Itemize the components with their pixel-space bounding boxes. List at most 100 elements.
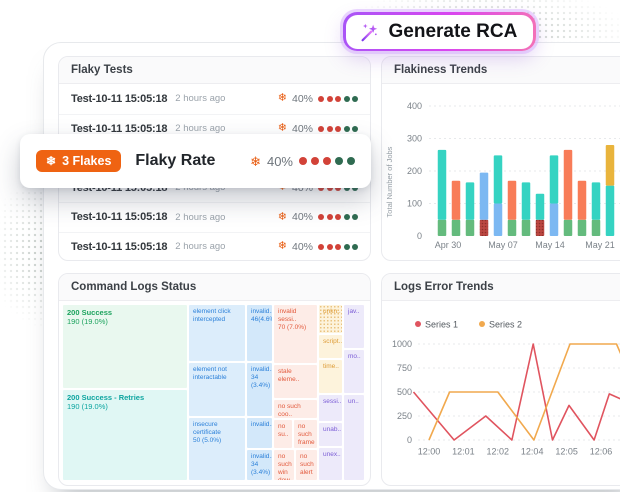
- treemap-cell-label: 34 (3.4%): [251, 374, 271, 390]
- treemap-cell[interactable]: invalid.. 34 (3.4%): [246, 362, 273, 417]
- treemap-cell[interactable]: unab..: [318, 422, 343, 447]
- test-flake-stats: ❄ 40%: [278, 123, 358, 135]
- flaky-test-row[interactable]: Test-10-11 15:05:18 2 hours ago ❄ 40%: [59, 231, 370, 261]
- treemap-cell-label: insecure: [193, 421, 218, 428]
- dashboard-card: Flaky Tests Test-10-11 15:05:18 2 hours a…: [43, 42, 620, 490]
- flaky-test-row[interactable]: Test-10-11 15:05:18 2 hours ago ❄ 40%: [59, 84, 370, 114]
- treemap-cell[interactable]: stale eleme..: [273, 364, 318, 399]
- y-tick: 750: [397, 363, 412, 373]
- treemap-cell[interactable]: insecure certificate 50 (5.0%): [188, 417, 246, 481]
- flake-dot: [343, 243, 350, 250]
- bar-segment-darkred: [535, 219, 545, 236]
- treemap-cell[interactable]: 200 Success - Retries 190 (19.0%): [62, 389, 188, 481]
- flaky-rate-title: Flaky Rate: [135, 152, 216, 169]
- treemap-cell[interactable]: no such win dow: [273, 449, 295, 481]
- treemap-cell-label: time..: [323, 363, 339, 370]
- flake-dot: [343, 125, 350, 132]
- flake-dot: [311, 157, 319, 165]
- treemap-cell[interactable]: element click intercepted: [188, 304, 246, 362]
- series-line: [428, 343, 620, 441]
- bar-segment-blue: [493, 203, 503, 236]
- y-tick: 1000: [392, 339, 412, 349]
- treemap-cell-label: invalid sessi..: [278, 308, 297, 324]
- treemap-cell[interactable]: 200 Success 190 (19.0%): [62, 304, 188, 389]
- x-tick: Apr 30: [435, 240, 462, 250]
- treemap-cell[interactable]: un..: [343, 394, 365, 481]
- snowflake-icon: ❄: [277, 210, 287, 223]
- flake-dot: [318, 243, 324, 250]
- treemap-cell[interactable]: invalid..: [246, 417, 273, 449]
- treemap-cell[interactable]: invalid.. 34 (3.4%): [246, 449, 273, 481]
- treemap-cell[interactable]: time..: [318, 359, 343, 394]
- bar-segment-yellow: [605, 145, 615, 186]
- wand-sparkles-icon: [360, 23, 377, 41]
- bars: [437, 145, 615, 236]
- treemap-cell-label: intercepted: [193, 316, 226, 324]
- treemap-cell-label: 190 (19.0%): [67, 317, 108, 327]
- test-name: Test-10-11 15:05:18: [71, 240, 168, 253]
- flake-dot: [343, 214, 350, 221]
- treemap-cell[interactable]: unex..: [318, 447, 343, 481]
- y-tick: 300: [407, 134, 422, 144]
- treemap-cell-label: su..: [278, 431, 289, 439]
- y-tick: 400: [407, 101, 422, 111]
- treemap-cell[interactable]: invalid..46(4.6%): [246, 304, 273, 362]
- flake-dot: [326, 95, 333, 102]
- treemap-cell-label: invalid..: [251, 308, 273, 315]
- generate-rca-button[interactable]: Generate RCA: [343, 12, 536, 51]
- flake-dot: [352, 95, 358, 102]
- bar-segment-green: [563, 219, 573, 236]
- command-logs-panel: Command Logs Status 200 Success 190 (19.0…: [58, 273, 371, 486]
- bar-segment-coral: [563, 149, 573, 220]
- flake-dot: [335, 243, 341, 250]
- y-tick: 200: [407, 166, 422, 176]
- treemap-cell[interactable]: element not interactable: [188, 362, 246, 417]
- treemap-cell-label: 200 Success: [67, 308, 113, 317]
- bar-segment-teal: [465, 182, 475, 220]
- snowflake-icon: ❄: [277, 92, 287, 105]
- x-tick: 12:01: [452, 447, 475, 457]
- treemap-cell[interactable]: script..: [318, 334, 343, 359]
- panel-title: Flakiness Trends: [394, 64, 488, 76]
- treemap-cell[interactable]: no such alert: [295, 449, 318, 481]
- x-tick: 12:02: [487, 447, 510, 457]
- test-name: Test-10-11 15:05:18: [71, 211, 168, 224]
- flake-dot: [323, 157, 331, 165]
- flaky-rate-overlay-card[interactable]: ❄ 3 Flakes Flaky Rate ❄ 40%: [20, 134, 371, 188]
- flake-dot: [335, 214, 341, 221]
- bar-segment-green: [437, 219, 447, 236]
- treemap-cell[interactable]: jav..: [343, 304, 365, 349]
- legend-label: Series 1: [425, 320, 458, 330]
- panel-title: Flaky Tests: [71, 64, 133, 76]
- treemap-cell[interactable]: no such coo..: [273, 399, 318, 419]
- treemap-cell[interactable]: unkn..: [318, 304, 343, 334]
- treemap-cell[interactable]: no such frame: [293, 419, 318, 449]
- bar-segment-green: [465, 219, 475, 236]
- bar-segment-green: [521, 219, 531, 236]
- treemap-cell-label: jav..: [348, 308, 360, 315]
- treemap-cell[interactable]: mo..: [343, 349, 365, 394]
- treemap-cell-label: unab..: [323, 426, 342, 433]
- treemap-cell[interactable]: no su..: [273, 419, 293, 449]
- snowflake-icon: ❄: [277, 240, 287, 253]
- test-name: Test-10-11 15:05:18: [71, 122, 168, 135]
- panel-header: Logs Error Trends: [382, 274, 620, 301]
- treemap-cell-label: element click: [193, 308, 231, 315]
- treemap-cell-label: invalid..: [251, 366, 273, 373]
- flake-rate-value: 40%: [291, 92, 313, 105]
- bar-segment-teal: [521, 182, 531, 220]
- treemap-cell[interactable]: invalid sessi.. 70 (7.0%): [273, 304, 318, 364]
- treemap-cell-label: sessi..: [323, 398, 342, 405]
- legend-swatch: [479, 321, 485, 327]
- flaky-test-row[interactable]: Test-10-11 15:05:18 2 hours ago ❄ 40%: [59, 202, 370, 232]
- treemap-cell-label: element not: [193, 366, 227, 373]
- flake-dot: [299, 157, 307, 165]
- treemap-cell-label: mo..: [348, 353, 361, 360]
- bar-segment-teal: [493, 155, 503, 204]
- panel-header: Flaky Tests: [59, 57, 370, 84]
- treemap-cell-label: interactable: [193, 374, 227, 382]
- flaky-test-row[interactable]: Test-10-11 15:05:18 2 hours ago ❄ 40%: [59, 113, 370, 144]
- panel-title: Command Logs Status: [71, 281, 197, 293]
- treemap-cell[interactable]: sessi..: [318, 394, 343, 422]
